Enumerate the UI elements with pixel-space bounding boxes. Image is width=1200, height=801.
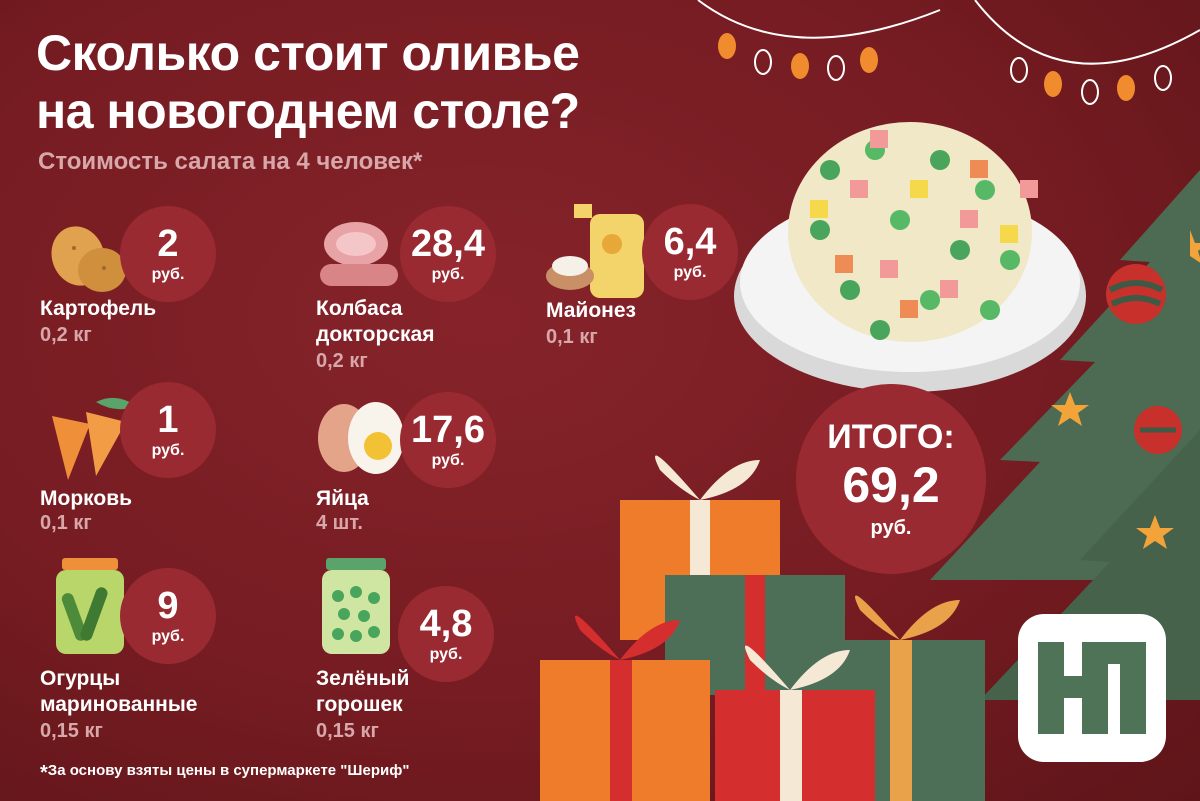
price-value: 17,6 bbox=[411, 409, 485, 451]
peas-jar-icon bbox=[322, 558, 390, 654]
ingredient-pickles: 9 руб. Огурцы маринованные 0,15 кг bbox=[38, 556, 298, 746]
total-value: 69,2 bbox=[842, 457, 940, 513]
title-line-1: Сколько стоит оливье bbox=[36, 25, 580, 81]
price-value: 9 bbox=[157, 585, 179, 627]
price-unit: руб. bbox=[429, 646, 463, 663]
price-unit: руб. bbox=[673, 264, 707, 281]
gift-boxes-illustration bbox=[540, 455, 985, 801]
page-subtitle: Стоимость салата на 4 человек* bbox=[38, 148, 423, 175]
ingredient-name: Майонез bbox=[546, 299, 636, 322]
ingredient-potato: 2 руб. Картофель 0,2 кг bbox=[38, 206, 298, 356]
publisher-logo bbox=[1018, 614, 1166, 762]
title-line-2: на новогоднем столе? bbox=[36, 83, 580, 139]
ingredient-quantity: 0,15 кг bbox=[316, 720, 379, 742]
page-title: Сколько стоит оливье на новогоднем столе… bbox=[36, 24, 580, 140]
ingredient-name: Яйца bbox=[316, 487, 369, 510]
price-unit: руб. bbox=[431, 452, 465, 469]
ingredient-name: Морковь bbox=[40, 487, 133, 510]
ingredient-name: Колбаса докторская bbox=[316, 297, 435, 346]
mayonnaise-icon bbox=[546, 204, 644, 298]
price-unit: руб. bbox=[151, 266, 185, 283]
price-badge: 4,8 руб. bbox=[398, 586, 494, 682]
price-unit: руб. bbox=[151, 628, 185, 645]
ingredient-name: Огурцы маринованные bbox=[40, 667, 198, 716]
np-logo-icon bbox=[1038, 642, 1146, 734]
ingredient-name: Картофель bbox=[40, 297, 157, 320]
ingredient-sausage: 28,4 руб. Колбаса докторская 0,2 кг bbox=[316, 206, 516, 376]
ingredient-name: Зелёный горошек bbox=[316, 667, 410, 716]
potato-icon bbox=[51, 226, 126, 292]
price-badge: 6,4 руб. bbox=[642, 204, 738, 300]
footnote-text: За основу взяты цены в супермаркете "Шер… bbox=[47, 762, 410, 779]
price-value: 28,4 bbox=[411, 223, 485, 265]
price-badge: 1 руб. bbox=[120, 382, 216, 478]
ingredient-eggs: 17,6 руб. Яйца 4 шт. bbox=[316, 382, 516, 542]
price-unit: руб. bbox=[151, 442, 185, 459]
ingredient-quantity: 4 шт. bbox=[316, 512, 363, 534]
price-value: 4,8 bbox=[419, 603, 473, 645]
egg-icon bbox=[318, 402, 404, 474]
price-value: 1 bbox=[157, 399, 179, 441]
price-badge: 2 руб. bbox=[120, 206, 216, 302]
ingredient-quantity: 0,2 кг bbox=[40, 324, 92, 346]
total-label: ИТОГО: bbox=[827, 418, 955, 456]
total-unit: руб. bbox=[870, 517, 912, 539]
price-value: 6,4 bbox=[663, 221, 717, 263]
ingredient-quantity: 0,1 кг bbox=[40, 512, 92, 534]
olivier-salad-plate-illustration bbox=[734, 122, 1086, 392]
price-badge: 9 руб. bbox=[120, 568, 216, 664]
ingredient-quantity: 0,2 кг bbox=[316, 350, 368, 372]
price-badge: 17,6 руб. bbox=[400, 392, 496, 488]
garland-lights-illustration bbox=[697, 0, 1200, 105]
price-value: 2 bbox=[157, 223, 179, 265]
footnote-asterisk: * bbox=[40, 762, 48, 784]
sausage-icon bbox=[320, 222, 398, 286]
ingredient-mayonnaise: 6,4 руб. Майонез 0,1 кг bbox=[544, 200, 744, 360]
price-badge: 28,4 руб. bbox=[400, 206, 496, 302]
ingredient-carrot: 1 руб. Морковь 0,1 кг bbox=[38, 382, 298, 534]
ingredient-peas: 4,8 руб. Зелёный горошек 0,15 кг bbox=[316, 556, 516, 746]
ingredient-quantity: 0,15 кг bbox=[40, 720, 103, 742]
footnote: *За основу взяты цены в супермаркете "Ше… bbox=[40, 762, 409, 785]
ingredient-quantity: 0,1 кг bbox=[546, 326, 598, 348]
price-unit: руб. bbox=[431, 266, 465, 283]
total-badge: ИТОГО: 69,2 руб. bbox=[796, 384, 986, 574]
carrot-icon bbox=[52, 397, 136, 480]
pickles-jar-icon bbox=[56, 558, 124, 654]
